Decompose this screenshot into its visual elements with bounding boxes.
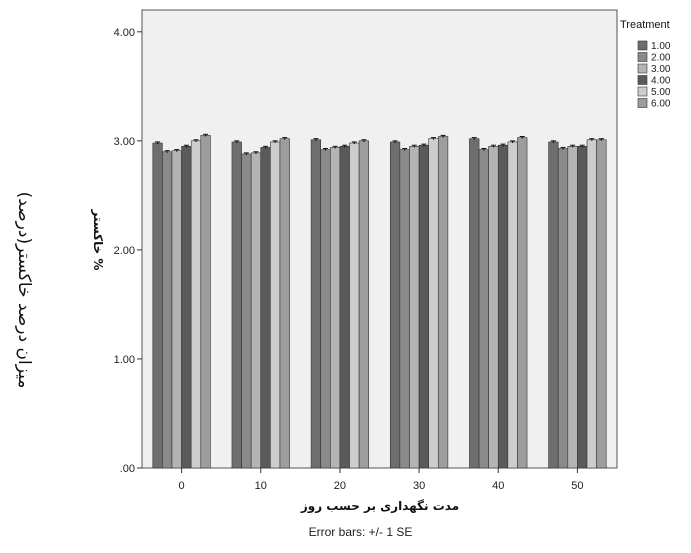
bar-5.00-0 [190, 140, 202, 469]
legend-swatch [637, 63, 648, 74]
y-tick-label: 2.00 [114, 245, 135, 257]
bar-4.00-20 [339, 146, 350, 469]
bar-3.00-50 [567, 146, 578, 469]
bar-1.00-30 [389, 141, 401, 469]
bar-6.00-10 [279, 138, 290, 469]
bar-4.00-40 [497, 144, 509, 469]
bar-6.00-20 [358, 140, 370, 469]
bar-4.00-30 [418, 144, 429, 469]
x-tick-label: 20 [334, 480, 346, 492]
legend-label: 4.00 [651, 76, 671, 87]
legend-swatch [637, 40, 648, 51]
bar-4.00-50 [577, 146, 588, 469]
error-bars-note: Error bars: +/- 1 SE [0, 525, 691, 539]
bar-4.00-0 [181, 146, 192, 469]
bar-1.00-20 [310, 139, 322, 469]
plot-area [141, 9, 618, 469]
bar-4.00-10 [260, 147, 271, 469]
bar-3.00-20 [330, 147, 341, 469]
x-tick-label: 0 [179, 480, 185, 492]
x-axis-label: مدت نگهداری بر حسب روز [300, 499, 459, 514]
legend-label: 5.00 [651, 87, 671, 98]
bar-5.00-10 [270, 141, 281, 469]
bar-1.00-50 [548, 141, 559, 469]
bar-5.00-50 [586, 139, 597, 469]
error-bars-note-text: Error bars: +/- 1 SE [308, 525, 413, 539]
bar-3.00-0 [171, 150, 182, 469]
legend-label: 6.00 [651, 99, 671, 110]
x-tick-label: 10 [255, 480, 267, 492]
y-tick-label: 4.00 [114, 27, 135, 39]
bar-2.00-20 [320, 149, 331, 469]
side-caption-text: میزان درصد خاکستر(درصد) [14, 191, 34, 389]
x-tick-label: 40 [492, 480, 504, 492]
bar-3.00-10 [250, 152, 262, 469]
legend-label: 2.00 [651, 53, 671, 64]
bars [152, 133, 607, 469]
bar-5.00-40 [507, 141, 518, 469]
bar-2.00-0 [162, 151, 173, 469]
bar-2.00-30 [399, 149, 410, 469]
bar-5.00-20 [349, 142, 360, 469]
bar-6.00-30 [437, 136, 449, 469]
bar-1.00-40 [469, 138, 480, 469]
bar-2.00-10 [241, 153, 252, 469]
legend-label: 3.00 [651, 64, 671, 75]
y-tick-label: .00 [120, 463, 135, 475]
bar-2.00-40 [478, 149, 489, 469]
bar-1.00-10 [231, 141, 242, 469]
bar-6.00-40 [517, 137, 528, 469]
bar-1.00-0 [152, 142, 163, 469]
legend: Treatment 1.002.003.004.005.006.00 [620, 19, 671, 110]
legend-swatch [637, 86, 648, 97]
legend-title: Treatment [620, 19, 670, 31]
legend-swatch [637, 52, 648, 62]
y-axis-label: % خاکستر [91, 209, 105, 271]
y-tick-label: 3.00 [114, 136, 135, 148]
bar-6.00-0 [200, 135, 211, 469]
legend-swatch [637, 75, 648, 85]
bar-3.00-30 [409, 146, 420, 469]
axes: .00 1.00 2.00 3.00 4.00 0 10 20 30 40 50 [114, 27, 584, 492]
bar-2.00-50 [557, 148, 569, 469]
legend-label: 1.00 [651, 41, 671, 52]
bar-5.00-30 [428, 138, 439, 469]
y-tick-label: 1.00 [114, 354, 135, 366]
bar-6.00-50 [596, 139, 607, 469]
x-tick-label: 50 [571, 480, 583, 492]
bar-3.00-40 [488, 146, 499, 469]
x-tick-label: 30 [413, 480, 425, 492]
legend-swatch [637, 98, 648, 108]
